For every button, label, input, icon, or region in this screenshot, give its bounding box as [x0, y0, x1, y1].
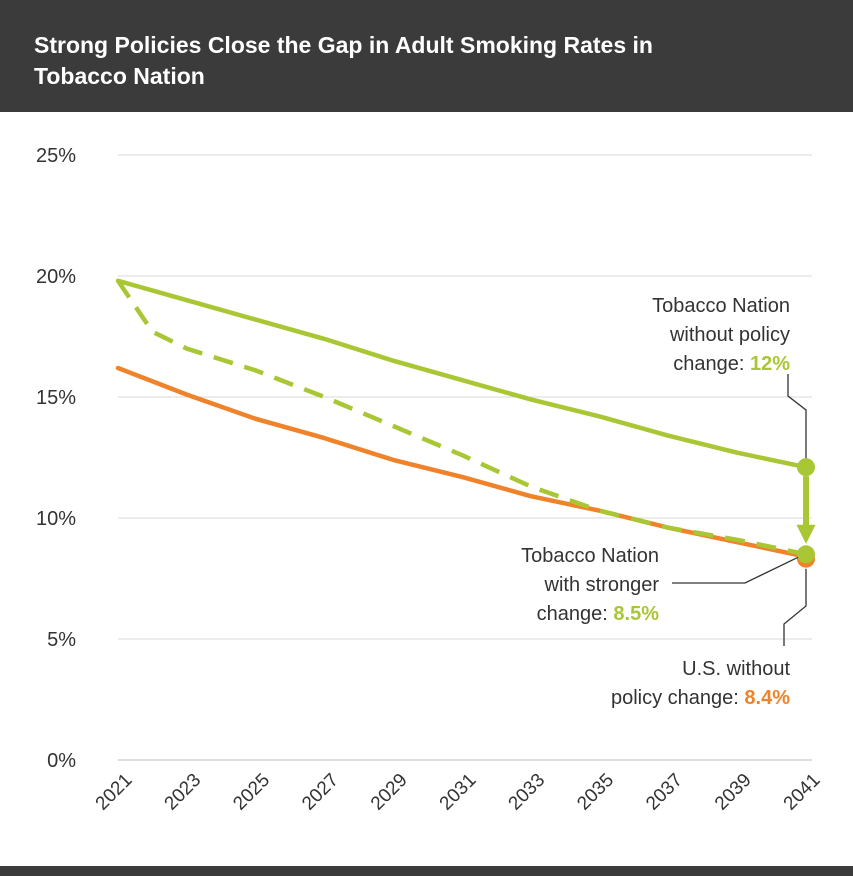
- y-tick-label: 10%: [36, 508, 76, 530]
- x-tick-label: 2023: [161, 770, 206, 815]
- end-marker-tn_without: [797, 458, 815, 477]
- annotation-line: with stronger: [544, 574, 660, 596]
- annotation-line: Tobacco Nation: [652, 295, 790, 317]
- y-tick-label: 5%: [47, 629, 76, 651]
- x-tick-label: 2033: [505, 770, 550, 815]
- chart-header: Strong Policies Close the Gap in Adult S…: [0, 0, 853, 112]
- overlay-layer: [672, 374, 816, 646]
- line-chart: 0% 5% 10% 15% 20% 25% 2021 2023 2025 2027 2029 2031…: [36, 145, 825, 814]
- chart-title: Strong Policies Close the Gap in Adult S…: [34, 32, 653, 89]
- leader-line-tn_stronger: [672, 556, 799, 584]
- x-tick-label: 2035: [573, 770, 618, 815]
- x-tick-label: 2041: [780, 770, 825, 815]
- x-tick-label: 2021: [92, 770, 137, 815]
- x-tick-label: 2027: [298, 770, 343, 815]
- y-tick-label: 25%: [36, 145, 76, 167]
- y-tick-label: 0%: [47, 750, 76, 772]
- x-tick-label: 2025: [229, 770, 274, 815]
- y-tick-label: 20%: [36, 266, 76, 288]
- x-tick-label: 2039: [711, 770, 756, 815]
- leader-line-us_without: [783, 568, 807, 646]
- series-line-tn_without: [115, 278, 809, 470]
- annotation-tn_without: Tobacco Nation without policy change: 12%: [652, 295, 790, 375]
- annotation-value: 12%: [750, 353, 790, 375]
- annotation-line: without policy: [669, 324, 790, 346]
- x-tick-label: 2031: [436, 770, 481, 815]
- annotation-us_without: U.S. without policy change: 8.4%: [611, 658, 790, 709]
- annotation-tn_stronger: Tobacco Nation with stronger change: 8.5%: [521, 545, 659, 625]
- y-tick-label: 15%: [36, 387, 76, 409]
- annotation-line: Tobacco Nation: [521, 545, 659, 567]
- series-line-us_without: [115, 365, 809, 559]
- annotation-value: 8.4%: [744, 687, 790, 709]
- annotation-value-line: policy change: 8.4%: [611, 687, 790, 709]
- annotation-prefix: change:: [673, 353, 750, 375]
- annotation-prefix: policy change:: [611, 687, 744, 709]
- annotation-value-line: change: 12%: [673, 353, 790, 375]
- series-layer: [115, 278, 809, 559]
- annotation-line: U.S. without: [682, 658, 790, 680]
- footer-bar: [0, 866, 853, 876]
- annotation-prefix: change:: [537, 603, 614, 625]
- annotation-value: 8.5%: [613, 603, 659, 625]
- x-tick-label: 2037: [642, 770, 687, 815]
- grid-layer: 0% 5% 10% 15% 20% 25% 2021 2023 2025 2027 2029 2031…: [36, 145, 825, 814]
- leader-line-tn_without: [787, 374, 807, 459]
- x-tick-label: 2029: [367, 770, 412, 815]
- annotation-value-line: change: 8.5%: [537, 603, 660, 625]
- series-line-tn_stronger: [116, 279, 807, 557]
- end-marker-tn_stronger: [797, 545, 815, 564]
